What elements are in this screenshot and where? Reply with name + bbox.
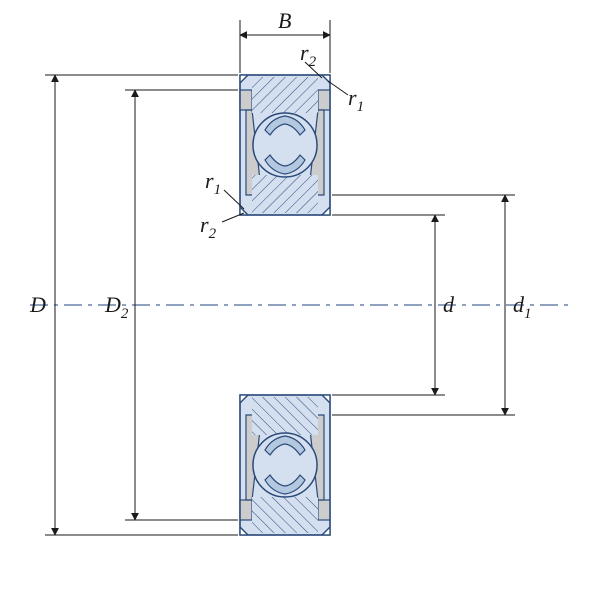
label-D2-sub: 2	[121, 306, 129, 322]
bottom-ring-section	[240, 395, 330, 535]
label-d: d	[443, 292, 455, 317]
callout-r2-inner: r2	[200, 212, 244, 242]
callout-r1-top: r1	[328, 81, 364, 115]
svg-text:r2: r2	[200, 212, 217, 242]
label-d1-sub: 1	[524, 306, 532, 322]
callout-r1-inner: r1	[205, 168, 244, 209]
callout-r2-top: r2	[300, 40, 322, 78]
label-D2: D	[104, 292, 121, 317]
label-r1-b-sub: 1	[214, 182, 222, 198]
svg-text:r1: r1	[348, 85, 364, 115]
label-r1-a-sub: 1	[357, 99, 365, 115]
label-B: B	[278, 8, 291, 33]
dim-B: B	[240, 8, 330, 73]
svg-text:d1: d1	[513, 292, 532, 322]
svg-text:r1: r1	[205, 168, 221, 198]
label-r2-b-sub: 2	[209, 226, 217, 242]
label-r2-a-sub: 2	[309, 54, 317, 70]
svg-text:D2: D2	[104, 292, 129, 322]
top-ring-section	[240, 75, 330, 215]
bearing-cross-section-diagram: B D D2 d d1 r2 r1 r1	[0, 0, 600, 600]
label-D: D	[29, 292, 46, 317]
svg-text:r2: r2	[300, 40, 317, 70]
